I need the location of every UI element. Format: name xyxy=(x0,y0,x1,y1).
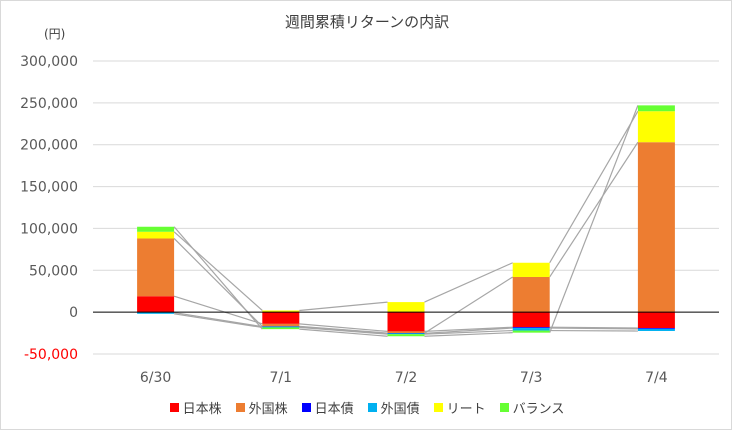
series-line xyxy=(425,277,513,333)
y-tick-label: 50,000 xyxy=(29,263,78,279)
legend-item: 日本債 xyxy=(302,398,354,417)
bar-segment xyxy=(388,302,425,312)
legend-swatch xyxy=(500,403,509,412)
legend-item: 日本株 xyxy=(170,398,222,417)
legend-label: 外国債 xyxy=(381,398,420,417)
legend-item: バランス xyxy=(500,398,565,417)
x-tick-label: 7/4 xyxy=(645,370,668,386)
bar-segment xyxy=(638,329,675,331)
bar-segment xyxy=(262,327,299,328)
series-line xyxy=(174,232,262,311)
series-line xyxy=(299,302,387,310)
bar-segment xyxy=(388,333,425,334)
legend-label: バランス xyxy=(513,398,565,417)
chart-title: 週間累積リターンの内訳 xyxy=(1,11,732,32)
chart-legend: 日本株 外国株 日本債 外国債 リート バランス xyxy=(1,398,732,417)
bar-segment xyxy=(638,142,675,312)
series-line xyxy=(550,328,638,329)
series-line xyxy=(174,227,262,329)
legend-label: 日本株 xyxy=(183,398,222,417)
bar-segment xyxy=(137,227,174,232)
legend-swatch xyxy=(368,403,377,412)
y-tick-label: 150,000 xyxy=(20,180,78,196)
bar-segment xyxy=(638,312,675,328)
bar-segment xyxy=(388,331,425,333)
bar-segment xyxy=(513,328,550,331)
x-tick-label: 7/1 xyxy=(270,370,293,386)
x-tick-label: 6/30 xyxy=(140,370,171,386)
bar-segment xyxy=(388,334,425,336)
bar-segment xyxy=(388,312,425,331)
legend-label: 日本債 xyxy=(315,398,354,417)
bar-segment xyxy=(262,312,299,324)
bar-segment xyxy=(137,238,174,296)
bar-segment xyxy=(137,313,174,314)
bar-segment xyxy=(513,263,550,277)
y-tick-label: 0 xyxy=(69,305,78,321)
legend-item: 外国株 xyxy=(236,398,288,417)
legend-label: 外国株 xyxy=(249,398,288,417)
y-tick-label: 100,000 xyxy=(20,221,78,237)
bar-segment xyxy=(638,105,675,111)
legend-swatch xyxy=(434,403,443,412)
x-tick-label: 7/3 xyxy=(520,370,543,386)
bar-segment xyxy=(262,327,299,329)
series-line xyxy=(550,105,638,332)
legend-swatch xyxy=(236,403,245,412)
y-tick-label: 300,000 xyxy=(20,54,78,70)
x-tick-label: 7/2 xyxy=(395,370,418,386)
bar-segment xyxy=(513,312,550,327)
bar-segment xyxy=(137,232,174,239)
legend-item: リート xyxy=(434,398,486,417)
y-axis-unit-label: (円) xyxy=(44,25,65,42)
bar-segment xyxy=(638,328,675,329)
y-tick-label: -50,000 xyxy=(24,347,78,363)
bar-segment xyxy=(513,331,550,333)
bar-segment xyxy=(513,277,550,312)
series-line xyxy=(174,314,262,328)
series-line xyxy=(550,142,638,277)
legend-swatch xyxy=(302,403,311,412)
legend-item: 外国債 xyxy=(368,398,420,417)
bar-segment xyxy=(137,296,174,312)
legend-swatch xyxy=(170,403,179,412)
legend-label: リート xyxy=(447,398,486,417)
y-tick-label: 250,000 xyxy=(20,96,78,112)
bar-segment xyxy=(513,327,550,328)
series-line xyxy=(425,263,513,302)
bar-segment xyxy=(262,324,299,327)
bar-segment xyxy=(638,111,675,142)
y-tick-label: 200,000 xyxy=(20,138,78,154)
